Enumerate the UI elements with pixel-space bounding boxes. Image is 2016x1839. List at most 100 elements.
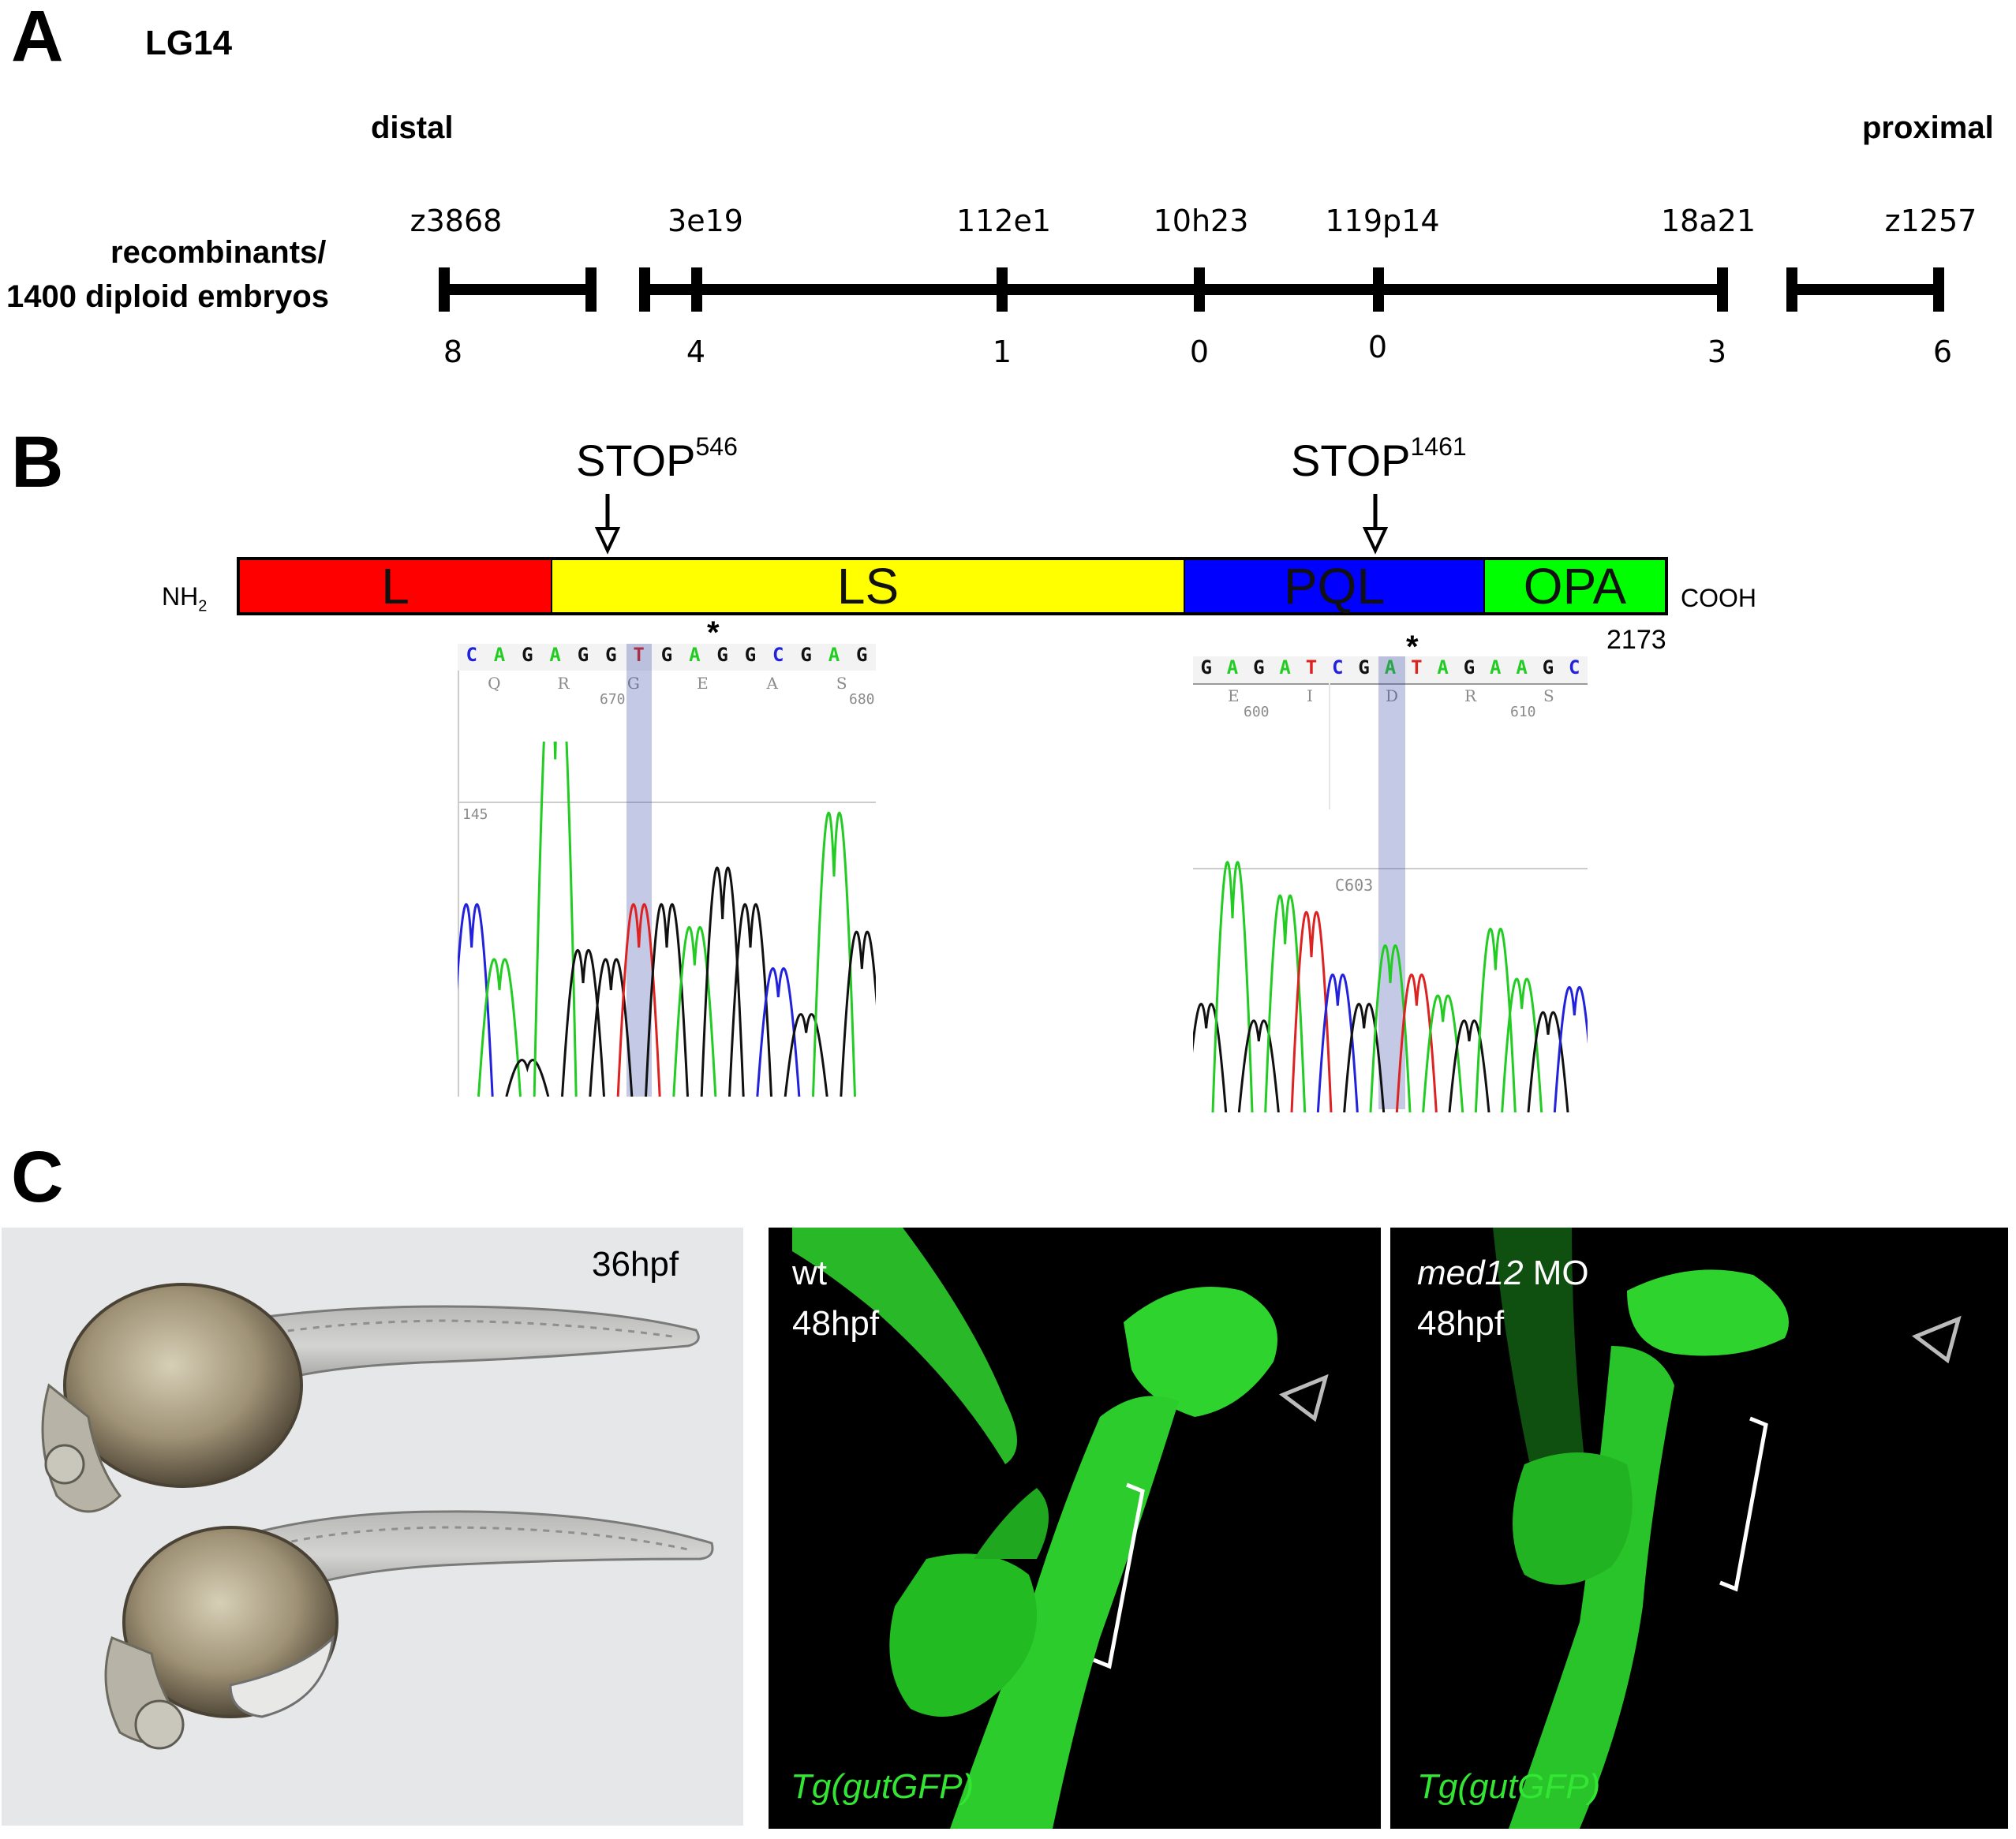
wt-arrowhead-icon: [1278, 1374, 1329, 1422]
base-letter: A: [1490, 656, 1502, 678]
base-letter: A: [493, 644, 506, 666]
photo-3-stage-label: 48hpf: [1417, 1304, 1505, 1343]
chromatogram-peak: [1474, 928, 1517, 1112]
recombinant-count: 3: [1707, 335, 1727, 369]
trace-1-chromatogram: [458, 742, 876, 1097]
chromatogram-peak: [1501, 977, 1543, 1112]
stop-1461-label: STOP1461: [1291, 432, 1467, 485]
photo-3-condition-label: med12 MO: [1417, 1254, 1589, 1292]
mutation-1-asterisk: *: [707, 615, 720, 650]
amino-acid-letter: G: [626, 674, 640, 693]
amino-acid-letter: R: [1464, 686, 1477, 705]
med12-arrowhead-icon: [1911, 1315, 1962, 1364]
base-letter: C: [466, 644, 477, 666]
chromatogram-peak: [728, 903, 772, 1097]
base-letter: C: [772, 644, 784, 666]
n-terminus-label: NH2: [162, 582, 208, 615]
base-letter: C: [1569, 656, 1580, 678]
trace-2-frame-line: [1329, 683, 1330, 809]
amino-acid-letter: Q: [488, 674, 501, 693]
photo-2-transgene-label: Tg(gutGFP): [791, 1767, 974, 1806]
trace-1-scale: 145: [462, 806, 488, 823]
amino-acid-letter: I: [1307, 686, 1313, 705]
base-letter: G: [856, 644, 868, 666]
photo-1-stage-label: 36hpf: [592, 1245, 679, 1284]
trace-1-position-a: 670: [600, 691, 626, 708]
base-letter: T: [1305, 656, 1318, 678]
base-letter: A: [689, 644, 701, 666]
panel-b-letter: B: [11, 422, 64, 503]
chromatogram-peak: [1193, 1003, 1228, 1112]
chromatogram-peak: [505, 1059, 550, 1097]
domain-pql: PQL: [1184, 557, 1483, 615]
mutation-2-asterisk: *: [1406, 630, 1419, 664]
med12-bracket-icon: [1719, 1416, 1768, 1592]
marker-name: 119p14: [1325, 204, 1440, 238]
chromatogram-peak: [1553, 986, 1588, 1112]
trace-2-highlight: [1378, 656, 1405, 1109]
base-letter: A: [1279, 656, 1291, 678]
amino-acid-letter: A: [766, 674, 778, 693]
base-letter: G: [1200, 656, 1212, 678]
proximal-label: proximal: [1862, 110, 1994, 145]
amino-acid-letter: S: [1543, 686, 1554, 705]
map-tick-z1257: [1933, 267, 1944, 312]
chromatogram-peak: [700, 866, 745, 1097]
amino-acid-letter: D: [1386, 686, 1399, 705]
map-tick-3e19: [691, 267, 702, 312]
map-tick-break-3: [1786, 267, 1797, 312]
base-letter: T: [1411, 656, 1423, 678]
base-letter: T: [633, 644, 645, 666]
chromatogram-peak: [784, 1013, 828, 1097]
med12-gut-fluorescence-illustration: [1493, 1228, 1789, 1829]
chromatogram-peak: [1316, 974, 1359, 1112]
chromatogram-peak: [561, 948, 605, 1097]
marker-name: z3868: [410, 204, 503, 238]
med12-mo-gutgfp-image: med12 MO 48hpf Tg(gutGFP): [1390, 1228, 2008, 1829]
base-letter: G: [577, 644, 589, 666]
map-tick-break-1: [585, 267, 597, 312]
map-tick-break-2: [639, 267, 650, 312]
recombinant-count: 0: [1367, 330, 1388, 364]
recombinants-label-line1: recombinants/: [110, 235, 327, 270]
linkage-group-label: LG14: [145, 24, 233, 62]
trace-1-position-b: 680: [849, 691, 875, 708]
amino-acid-letter: S: [836, 674, 847, 693]
domain-l: L: [237, 557, 551, 615]
chromatogram-peak: [1290, 910, 1333, 1112]
trace-2-gridline: [1193, 868, 1588, 869]
panel-c-letter: C: [11, 1137, 64, 1217]
base-letter: G: [716, 644, 728, 666]
stop-546-arrow-icon: [594, 494, 621, 555]
amino-acid-letter: R: [557, 674, 570, 693]
map-tick-119p14: [1373, 267, 1384, 312]
panel-a-letter: A: [11, 0, 64, 77]
recombinant-count: 0: [1189, 335, 1210, 369]
chromatogram-peak: [1395, 974, 1438, 1112]
amino-acid-letter: E: [1228, 686, 1240, 705]
map-tick-10h23: [1194, 267, 1205, 312]
base-letter: G: [744, 644, 757, 666]
base-letter: G: [1463, 656, 1476, 678]
chromatogram-peak: [1237, 1019, 1280, 1112]
trace-2-position-b: 610: [1510, 704, 1536, 720]
distal-label: distal: [371, 110, 454, 145]
chromatogram-peak: [1211, 861, 1254, 1112]
chromatogram-peak: [1448, 1019, 1490, 1112]
recombinant-count: 1: [992, 335, 1012, 369]
wt-gutgfp-image: wt 48hpf Tg(gutGFP): [769, 1228, 1381, 1829]
zebrafish-embryos-illustration: [41, 1283, 714, 1750]
trace-2-chromatogram: [1193, 861, 1588, 1112]
base-letter: A: [1226, 656, 1239, 678]
map-tick-18a21: [1717, 267, 1728, 312]
recombinant-count: 4: [686, 335, 706, 369]
base-letter: G: [1542, 656, 1554, 678]
base-letter: G: [522, 644, 533, 666]
base-letter: A: [1516, 656, 1528, 678]
marker-name: 10h23: [1153, 204, 1249, 238]
protein-length-label: 2173: [1606, 625, 1666, 655]
trace-1-frame-line: [458, 671, 459, 1097]
c-terminus-label: COOH: [1681, 584, 1756, 612]
chromatogram-peak: [840, 930, 876, 1097]
